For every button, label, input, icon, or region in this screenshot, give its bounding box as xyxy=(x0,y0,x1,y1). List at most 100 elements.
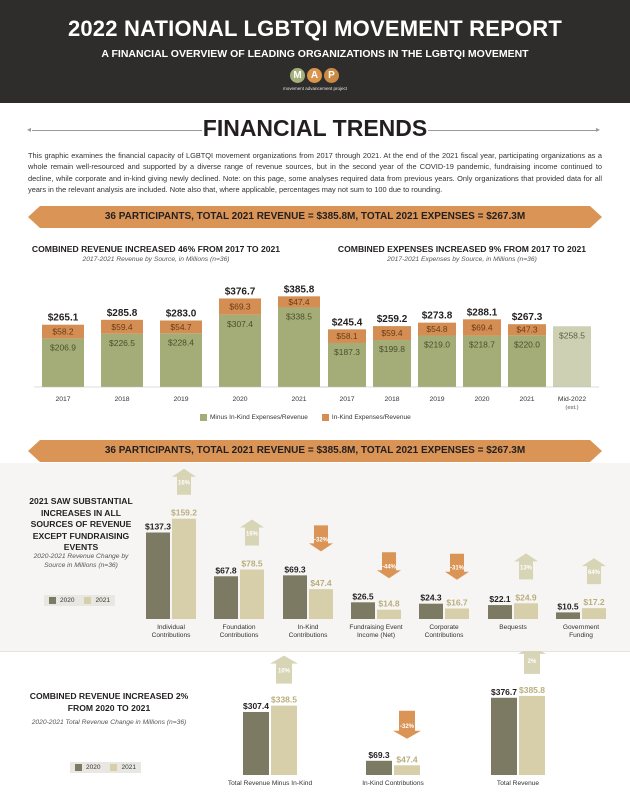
bar-segment-inkind-2021 xyxy=(508,324,546,336)
category-label-src-svg-2-1: Contributions xyxy=(289,632,329,639)
top-charts: $206.9 $58.2 $265.1 2017 $226.5 $59.4 $285.8 20… xyxy=(34,284,599,411)
bar-segment-minus-2018 xyxy=(101,333,143,387)
bar-segment-minus-Mid-2022 xyxy=(553,326,591,387)
change-arrow-src-svg-4 xyxy=(445,553,469,580)
bar-segment-inkind-2020 xyxy=(463,319,501,336)
bar-label-minus-2018: $199.8 xyxy=(379,344,405,354)
change-label-tot-svg-2: 2% xyxy=(528,659,537,665)
change-arrow-src-svg-5 xyxy=(514,553,538,580)
bar-segment-minus-2020 xyxy=(463,335,501,387)
x-label-Mid-2022: Mid-2022 xyxy=(558,396,587,403)
bar-total-2021: $385.8 xyxy=(284,284,315,295)
logo-letter-a: A xyxy=(307,68,322,83)
arrow-right-icon: ▸ xyxy=(596,125,601,134)
bar-label-inkind-2017: $58.1 xyxy=(336,331,358,341)
bar-label-inkind-2020: $69.3 xyxy=(229,302,251,312)
total-legend: 2020 2021 xyxy=(70,762,141,773)
x-label-2020: 2020 xyxy=(474,396,489,403)
total-legend-label-2021: 2021 xyxy=(121,764,136,771)
bar-2021-2 xyxy=(309,589,333,619)
legend-swatch-green xyxy=(200,414,207,421)
legend-label-2020: 2020 xyxy=(60,597,75,604)
value-2021-6: $17.2 xyxy=(583,597,605,607)
change-label-tot-svg-0: 10% xyxy=(278,669,291,675)
arrow-left-icon: ◂ xyxy=(27,125,32,134)
category-label-src-svg-0-0: Individual xyxy=(157,624,185,631)
bar-label-inkind-2019: $54.8 xyxy=(426,324,448,334)
category-label-src-svg-2-0: In-Kind xyxy=(298,624,319,631)
bar-segment-minus-2020 xyxy=(219,314,261,387)
report-subtitle: A FINANCIAL OVERVIEW OF LEADING ORGANIZA… xyxy=(101,48,529,60)
revenue-chart-title: COMBINED REVENUE INCREASED 46% FROM 2017… xyxy=(31,244,281,254)
report-title: 2022 NATIONAL LGBTQI MOVEMENT REPORT xyxy=(67,16,563,41)
category-label-src-svg-4-1: Contributions xyxy=(425,632,465,639)
bar-segment-inkind-2018 xyxy=(373,326,411,341)
category-label-src-svg-1-0: Foundation xyxy=(223,624,256,631)
bar-label-inkind-2018: $59.4 xyxy=(381,328,403,338)
category-label-src-svg-3-0: Fundraising Event xyxy=(349,624,402,631)
participants-banner-top: 36 PARTICIPANTS, TOTAL 2021 REVENUE = $3… xyxy=(28,206,602,228)
bar-2021-4 xyxy=(445,608,469,619)
value-2020-2: $376.7 xyxy=(491,687,517,697)
x-label-2019: 2019 xyxy=(173,396,188,403)
bar-total-2018: $285.8 xyxy=(107,308,138,319)
change-label-src-svg-0: 16% xyxy=(178,481,191,487)
x-label-2019: 2019 xyxy=(429,396,444,403)
bar-total-2019: $283.0 xyxy=(166,308,197,319)
bar-segment-minus-2017 xyxy=(328,342,366,387)
bar-2020-0 xyxy=(243,711,269,775)
change-arrow-tot-svg-1 xyxy=(393,710,421,739)
x-label-2017: 2017 xyxy=(339,396,354,403)
value-2021-1: $47.4 xyxy=(396,754,418,764)
change-label-src-svg-2: -32% xyxy=(314,537,329,543)
bar-2021-1 xyxy=(240,569,264,619)
logo-tagline: movement advancement project xyxy=(282,86,348,91)
bar-segment-inkind-2017 xyxy=(42,324,84,339)
bar-segment-minus-2021 xyxy=(508,335,546,387)
total-chart: $307.4$338.5 10% Total Revenue Minus In-Ki… xyxy=(228,651,546,787)
bar-label-inkind-2019: $54.7 xyxy=(170,322,192,332)
bar-total-2020: $288.1 xyxy=(467,307,498,318)
value-2021-2: $385.8 xyxy=(519,685,545,695)
bar-segment-inkind-2021 xyxy=(278,296,320,308)
bar-2020-2 xyxy=(283,575,307,619)
value-2020-0: $307.4 xyxy=(243,701,269,711)
participants-banner-middle: 36 PARTICIPANTS, TOTAL 2021 REVENUE = $3… xyxy=(28,440,602,462)
value-2021-0: $159.2 xyxy=(171,508,197,518)
bar-2021-2 xyxy=(519,695,545,775)
bar-segment-minus-2021 xyxy=(278,307,320,387)
logo-letter-p: P xyxy=(324,68,339,83)
change-arrow-src-svg-0 xyxy=(172,468,196,495)
bar-total-2017: $245.4 xyxy=(332,317,363,328)
category-label-tot-svg-1-0: In-Kind Contributions xyxy=(362,780,424,787)
value-2021-0: $338.5 xyxy=(271,695,297,705)
category-label-src-svg-4-0: Corporate xyxy=(429,624,459,631)
x-label-2018: 2018 xyxy=(384,396,399,403)
bar-2020-4 xyxy=(419,603,443,619)
bar-label-minus-2017: $206.9 xyxy=(50,342,76,352)
change-label-src-svg-5: 13% xyxy=(520,565,533,571)
bar-2020-6 xyxy=(556,612,580,619)
total-legend-swatch-2020 xyxy=(75,764,82,771)
title-rule-right xyxy=(428,130,598,131)
change-arrow-tot-svg-0 xyxy=(270,655,298,684)
x-label-2020: 2020 xyxy=(232,396,247,403)
bar-2020-2 xyxy=(491,697,517,775)
legend-swatch-2021 xyxy=(84,597,92,604)
value-2020-2: $69.3 xyxy=(284,564,306,574)
bar-label-minus-2021: $338.5 xyxy=(286,311,312,321)
bar-segment-minus-2019 xyxy=(418,335,456,387)
bar-2020-0 xyxy=(146,532,170,619)
bar-total-2018: $259.2 xyxy=(377,314,408,325)
bar-total-2020: $376.7 xyxy=(225,286,256,297)
value-2021-4: $16.7 xyxy=(446,597,468,607)
bar-label-inkind-2017: $58.2 xyxy=(52,327,74,337)
value-2020-1: $67.8 xyxy=(215,565,237,575)
category-label-src-svg-3-1: Income (Net) xyxy=(357,632,395,639)
x-label-2021: 2021 xyxy=(291,396,306,403)
bar-label-minus-2020: $218.7 xyxy=(469,340,495,350)
report-header: 2022 NATIONAL LGBTQI MOVEMENT REPORT A F… xyxy=(0,0,630,103)
bar-label-minus-2017: $187.3 xyxy=(334,347,360,357)
category-label-src-svg-1-1: Contributions xyxy=(220,632,260,639)
total-legend-label-2020: 2020 xyxy=(86,764,101,771)
